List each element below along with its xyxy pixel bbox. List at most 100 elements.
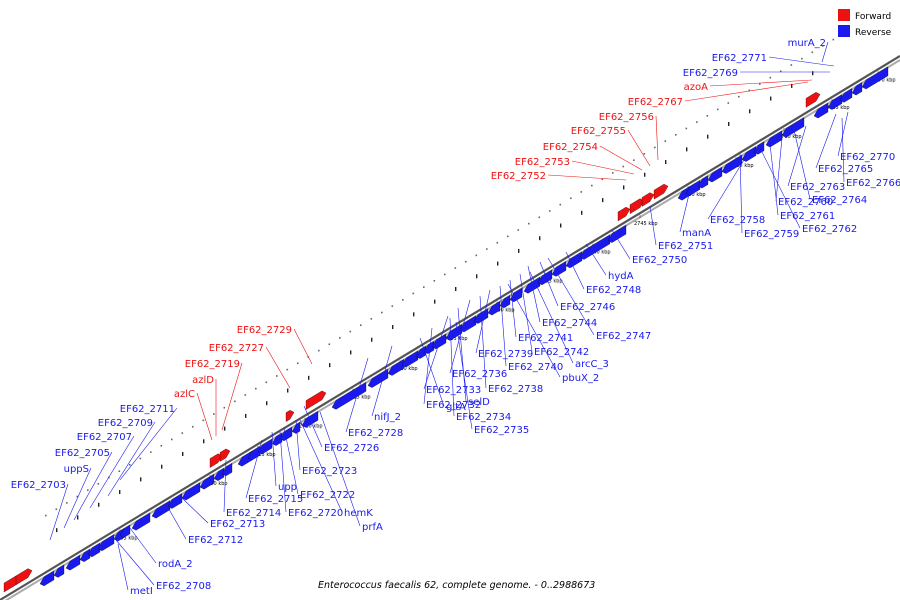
gene-label[interactable]: EF62_2765	[818, 164, 873, 175]
track-dot	[549, 210, 551, 212]
track-dot	[832, 38, 835, 41]
reverse-gene[interactable]	[861, 66, 889, 90]
gene-label[interactable]: EF62_2719	[185, 359, 240, 370]
gene-label[interactable]: EF62_2708	[156, 581, 211, 592]
gene-label[interactable]: EF62_2750	[632, 255, 687, 266]
gene-label[interactable]: nifJ_2	[374, 412, 401, 423]
gene-label[interactable]: selD	[468, 397, 490, 408]
reverse-gene[interactable]	[131, 512, 151, 531]
gene-label[interactable]: EF62_2748	[586, 285, 641, 296]
track-dot	[223, 406, 226, 409]
gene-label[interactable]: murA_2	[788, 38, 826, 49]
gene-label[interactable]: hydA	[608, 271, 634, 282]
forward-gene[interactable]	[219, 448, 231, 462]
gene-label[interactable]: EF62_2770	[840, 152, 895, 163]
tick-dash	[329, 363, 331, 368]
gene-label[interactable]: EF62_2729	[237, 325, 292, 336]
gene-label[interactable]: pbuX_2	[562, 373, 599, 384]
gene-label[interactable]: EF62_2752	[491, 171, 546, 182]
gene-label[interactable]: EF62_2720	[288, 508, 343, 519]
gene-label[interactable]: EF62_2705	[55, 448, 110, 459]
gene-label[interactable]: EF62_2753	[515, 157, 570, 168]
gene-label[interactable]: EF62_2722	[300, 490, 355, 501]
reverse-gene[interactable]	[291, 421, 301, 434]
gene-label[interactable]: EF62_2756	[599, 112, 654, 123]
reverse-gene[interactable]	[607, 224, 627, 243]
gene-label[interactable]: arcC_3	[575, 359, 609, 370]
gene-label[interactable]: EF62_2713	[210, 519, 265, 530]
gene-label[interactable]: EF62_2767	[628, 97, 683, 108]
gene-label[interactable]: EF62_2761	[780, 211, 835, 222]
gene-label[interactable]: upp	[278, 482, 297, 493]
gene-label[interactable]: EF62_2712	[188, 535, 243, 546]
forward-gene[interactable]	[285, 410, 295, 422]
gene-label[interactable]: EF62_2738	[488, 384, 543, 395]
gene-label[interactable]: hemK	[344, 508, 373, 519]
gene-label[interactable]: EF62_2764	[812, 195, 867, 206]
track-dot	[318, 349, 320, 352]
gene-label[interactable]: EF62_2732	[426, 400, 481, 411]
forward-gene[interactable]	[15, 568, 33, 586]
gene-label[interactable]: EF62_2754	[543, 142, 598, 153]
gene-label[interactable]: EF62_2726	[324, 443, 379, 454]
gene-label[interactable]: gltA	[446, 402, 466, 413]
ruler-tick-label: 2725 kbp	[444, 336, 468, 342]
gene-label[interactable]: EF62_2711	[120, 404, 175, 415]
upper-tick-marks	[56, 71, 814, 533]
gene-label[interactable]: rodA_2	[158, 559, 193, 570]
gene-label[interactable]: EF62_2771	[712, 53, 767, 64]
tick-dash	[812, 71, 814, 76]
reverse-gene[interactable]	[53, 564, 65, 578]
gene-label[interactable]: EF62_2747	[596, 331, 651, 342]
reverse-gene[interactable]	[331, 382, 367, 410]
gene-label[interactable]: EF62_2744	[542, 318, 597, 329]
gene-label[interactable]: EF62_2755	[571, 126, 626, 137]
gene-label[interactable]: EF62_2766	[846, 178, 900, 189]
gene-label[interactable]: EF62_2727	[209, 343, 264, 354]
gene-label[interactable]: EF62_2736	[452, 369, 507, 380]
gene-label[interactable]: EF62_2740	[508, 362, 563, 373]
gene-label[interactable]: EF62_2714	[226, 508, 281, 519]
gene-label[interactable]: EF62_2760	[778, 197, 833, 208]
gene-label[interactable]: EF62_2758	[710, 215, 765, 226]
gene-label[interactable]: EF62_2759	[744, 229, 799, 240]
gene-label[interactable]: EF62_2715	[248, 494, 303, 505]
gene-label[interactable]: metI	[130, 586, 153, 597]
gene-label[interactable]: EF62_2741	[518, 333, 573, 344]
forward-gene[interactable]	[653, 183, 669, 200]
reverse-gene[interactable]	[119, 524, 131, 538]
gene-label[interactable]: EF62_2762	[802, 224, 857, 235]
gene-label[interactable]: EF62_2734	[456, 412, 511, 423]
gene-label[interactable]: EF62_2735	[474, 425, 529, 436]
leader-line	[89, 435, 135, 509]
track-dot	[412, 292, 415, 295]
gene-label[interactable]: EF62_2703	[11, 480, 66, 491]
gene-label[interactable]: EF62_2746	[560, 302, 615, 313]
track-dot	[727, 102, 730, 104]
reverse-gene[interactable]	[781, 117, 805, 138]
legend-forward-swatch	[838, 9, 850, 21]
gene-label[interactable]: EF62_2707	[77, 432, 132, 443]
gene-label[interactable]: EF62_2751	[658, 241, 713, 252]
forward-gene[interactable]	[641, 192, 655, 207]
leader-line	[815, 113, 837, 169]
forward-gene[interactable]	[305, 390, 327, 410]
leader-line	[181, 497, 209, 524]
gene-label[interactable]: EF62_2723	[302, 466, 357, 477]
gene-label[interactable]: EF62_2742	[534, 347, 589, 358]
gene-label[interactable]: uppS	[64, 464, 89, 475]
gene-label[interactable]: azlC	[174, 389, 195, 400]
gene-label[interactable]: azoA	[684, 82, 708, 93]
gene-label[interactable]: EF62_2739	[478, 349, 533, 360]
forward-gene[interactable]	[617, 206, 631, 222]
ruler-tick-label: 2700 kbp	[204, 481, 228, 487]
gene-label[interactable]: manA	[682, 228, 711, 239]
gene-label[interactable]: azlD	[192, 375, 214, 386]
gene-label[interactable]: prfA	[362, 522, 383, 533]
gene-label[interactable]: EF62_2733	[426, 385, 481, 396]
gene-label[interactable]: EF62_2728	[348, 428, 403, 439]
gene-label[interactable]: EF62_2709	[98, 418, 153, 429]
forward-gene[interactable]	[805, 92, 821, 108]
gene-label[interactable]: EF62_2769	[683, 68, 738, 79]
gene-label[interactable]: EF62_2763	[790, 182, 845, 193]
